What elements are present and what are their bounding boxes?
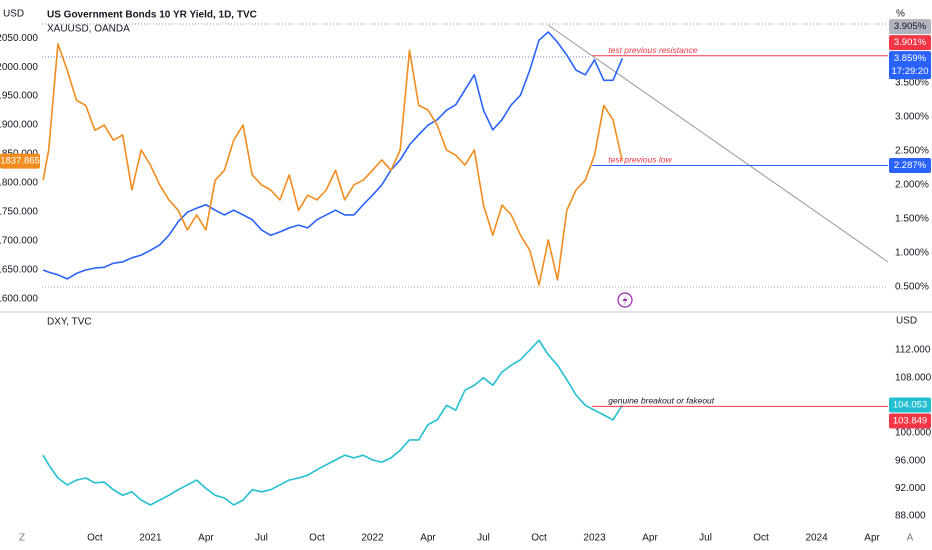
y2-tick-label: 0.500%: [895, 282, 929, 293]
price-tag-label: 104.053: [893, 399, 927, 410]
y-tick-label: 2050.000: [0, 33, 38, 44]
y2-tick-label: 2.500%: [895, 146, 929, 157]
x-tick-label: Apr: [198, 533, 214, 544]
y-tick-label: 2000.000: [0, 62, 38, 73]
x-tick-label: 2024: [805, 533, 828, 544]
price-tag: [889, 397, 931, 413]
x-tick-label: 2021: [139, 533, 162, 544]
y2-tick-label: 3.500%: [895, 78, 929, 89]
y2-tick-label: 1.000%: [895, 248, 929, 259]
price-tag: [0, 153, 40, 169]
price-tag-label: 3.901%: [894, 37, 927, 48]
y-tick-label: 112.000: [895, 345, 931, 356]
scale-button[interactable]: A: [907, 533, 914, 544]
y2-axis-label: %: [896, 9, 905, 20]
y-tick-label: 1750.000: [0, 207, 38, 218]
alert-icon[interactable]: [617, 292, 633, 308]
annotation: genuine breakout or fakeout: [608, 396, 714, 406]
x-tick-label: Apr: [864, 533, 880, 544]
price-tag: [889, 19, 931, 35]
y-tick-label: 1600.000: [0, 294, 38, 305]
series-line: [42, 43, 624, 286]
annotation: test previous low: [608, 155, 672, 165]
x-tick-label: Oct: [87, 533, 103, 544]
x-tick-label: Apr: [642, 533, 658, 544]
price-tag-countdown: 17:29:20: [892, 66, 929, 77]
legend-entry: US Government Bonds 10 YR Yield, 1D, TVC: [47, 10, 257, 21]
price-tag: [889, 35, 931, 51]
y2-tick-label: 1.500%: [895, 214, 929, 225]
price-tag-label: 1837.865: [0, 156, 40, 167]
trend-line: [547, 24, 889, 263]
y-tick-label: 100.000: [895, 428, 932, 439]
price-tag: [889, 51, 931, 80]
x-tick-label: Jul: [255, 533, 268, 544]
price-tag-label: 103.849: [893, 415, 927, 426]
y-axis-label: USD: [896, 316, 917, 327]
x-tick-label: Oct: [309, 533, 325, 544]
price-tag-label: 3.905%: [894, 21, 927, 32]
series-line: [42, 339, 623, 506]
y-tick-label: 1950.000: [0, 91, 38, 102]
y-tick-label: 96.000: [895, 455, 926, 466]
y-tick-label: 1650.000: [0, 265, 38, 276]
y2-tick-label: 3.000%: [895, 112, 929, 123]
scale-button[interactable]: Z: [19, 533, 25, 544]
legend-entry: XAUUSD, OANDA: [47, 24, 130, 35]
y-tick-label: 92.000: [895, 483, 926, 494]
x-tick-label: 2022: [361, 533, 384, 544]
y-axis-label: USD: [3, 9, 24, 20]
x-tick-label: Jul: [699, 533, 712, 544]
y-tick-label: 1900.000: [0, 120, 38, 131]
legend-entry: DXY, TVC: [47, 317, 92, 328]
x-tick-label: Oct: [531, 533, 547, 544]
y-tick-label: 1800.000: [0, 178, 38, 189]
y-tick-label: 108.000: [895, 372, 932, 383]
x-tick-label: Oct: [753, 533, 769, 544]
price-tag-label: 3.859%: [894, 53, 927, 64]
x-tick-label: Apr: [420, 533, 436, 544]
x-tick-label: 2023: [583, 533, 606, 544]
x-tick-label: Jul: [477, 533, 490, 544]
y-tick-label: 1700.000: [0, 236, 38, 247]
series-line: [42, 31, 624, 280]
price-tag-label: 2.287%: [894, 160, 927, 171]
price-tag: [889, 413, 931, 429]
annotation: test previous resistance: [608, 45, 698, 55]
y-tick-label: 88.000: [895, 511, 926, 522]
price-tag: [889, 157, 931, 173]
alert-bolt[interactable]: [622, 295, 628, 306]
y2-tick-label: 2.000%: [895, 180, 929, 191]
